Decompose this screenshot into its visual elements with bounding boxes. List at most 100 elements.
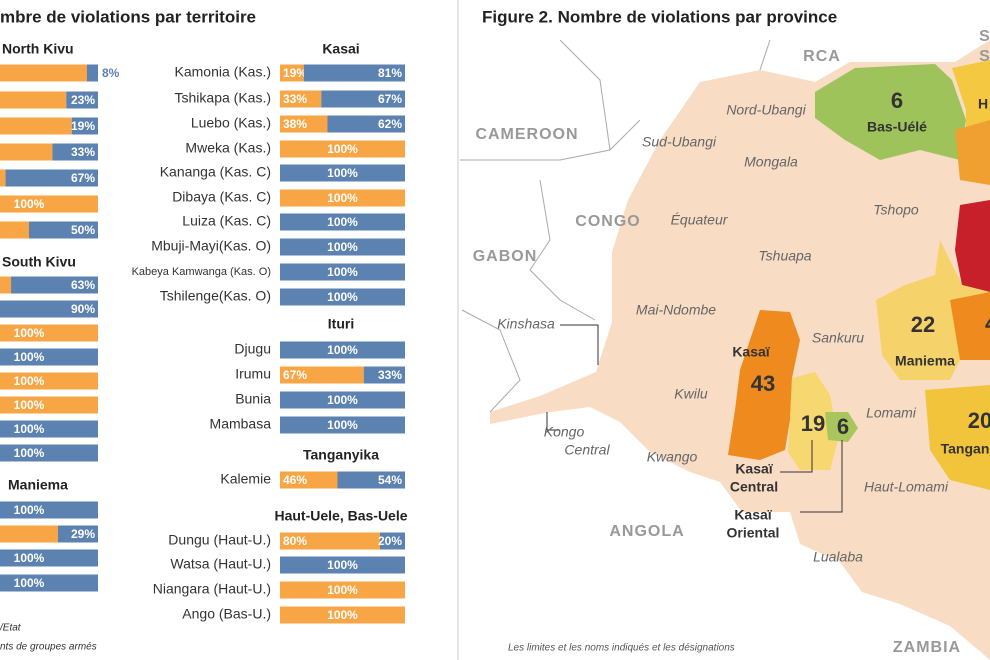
value-label: 100%: [327, 290, 358, 304]
bar-segment: [280, 341, 405, 359]
value-label: 50%: [71, 223, 95, 237]
category-label: Kabeya Kamwanga (Kas. O): [132, 266, 271, 278]
value-label: 100%: [14, 197, 45, 211]
province-value: 43: [751, 371, 775, 396]
value-label: 100%: [327, 191, 358, 205]
category-label: Ango (Bas-U.): [182, 606, 271, 622]
bar-segment: [0, 348, 98, 366]
province-label: Haut-Lomami: [864, 479, 949, 495]
value-label: 67%: [378, 92, 402, 106]
country-label: S: [979, 48, 990, 65]
bar-segment: [280, 263, 405, 281]
province-label: Kwilu: [674, 386, 708, 402]
category-label: Dungu (Haut-U.): [168, 532, 271, 548]
bar-segment: [0, 195, 98, 213]
value-label: 90%: [71, 302, 95, 316]
bar-segment: [280, 581, 405, 599]
group-title: South Kivu: [2, 254, 76, 270]
province-name: Central: [730, 479, 778, 495]
bar-segment: [0, 143, 53, 161]
map-footnote: Les limites et les noms indiqués et les …: [508, 643, 735, 654]
value-label: 100%: [327, 418, 358, 432]
legend-label: /Etat: [0, 623, 22, 634]
group-title: Tanganyika: [303, 447, 379, 463]
country-label: S: [979, 28, 990, 45]
bar-segment: [57, 525, 98, 543]
province-label: Nord-Ubangi: [726, 102, 806, 118]
map-title: Figure 2. Nombre de violations par provi…: [482, 7, 837, 26]
province-value: 19: [801, 411, 825, 436]
value-label: 100%: [327, 240, 358, 254]
province-label: Sud-Ubangi: [642, 134, 717, 150]
bar-segment: [0, 324, 98, 342]
value-label: 67%: [283, 368, 307, 382]
category-label: Mbuji-Mayi(Kas. O): [151, 238, 271, 254]
partial-label: 4: [985, 311, 990, 336]
bar-segment: [280, 213, 405, 231]
value-label: 100%: [14, 446, 45, 460]
bar-segment: [11, 276, 99, 294]
value-label: 29%: [71, 527, 95, 541]
bar-segment: [280, 238, 405, 256]
bar-segment: [0, 574, 98, 592]
bar-segment: [0, 396, 98, 414]
bar-segment: [280, 366, 364, 384]
province-label: Kinshasa: [497, 316, 555, 332]
province-name: Kasaï: [734, 507, 772, 523]
bar-segment: [0, 300, 98, 318]
value-label: 100%: [14, 576, 45, 590]
bar-segment: [280, 391, 405, 409]
category-label: Kananga (Kas. C): [160, 164, 271, 180]
bar-segment: [0, 372, 98, 390]
bar-segment: [71, 117, 98, 135]
bar-segment: [0, 91, 67, 109]
province-value: 20: [968, 408, 990, 433]
value-label: 100%: [327, 265, 358, 279]
value-label: 63%: [71, 278, 95, 292]
category-label: Bunia: [235, 391, 271, 407]
province-label: Sankuru: [812, 330, 864, 346]
category-label: Irumu: [235, 366, 271, 382]
value-label: 54%: [378, 473, 402, 487]
bar-segment: [29, 221, 98, 239]
value-label: 100%: [327, 166, 358, 180]
bar-segment: [0, 276, 12, 294]
value-label: 19%: [283, 66, 307, 80]
value-label: 33%: [378, 368, 402, 382]
bar-segment: [0, 420, 98, 438]
value-label: 62%: [378, 117, 402, 131]
bar-segment: [0, 64, 87, 82]
bar-segment: [280, 189, 405, 207]
bar-segment: [0, 221, 29, 239]
bar-segment: [280, 532, 380, 550]
province-name: Kasaï: [735, 461, 773, 477]
category-label: Djugu: [234, 341, 271, 357]
bar-segment: [280, 64, 304, 82]
bar-segment: [0, 501, 98, 519]
bar-segment: [280, 606, 405, 624]
bar-segment: [280, 140, 405, 158]
province-name: Bas-Uélé: [867, 119, 927, 135]
value-label: 20%: [378, 534, 402, 548]
category-label: Kamonia (Kas.): [175, 64, 271, 80]
bar-segment: [0, 525, 58, 543]
legend-label: nts de groupes armés: [0, 642, 97, 653]
bar-segment: [280, 115, 328, 133]
value-label: 33%: [71, 145, 95, 159]
province-label: Mongala: [744, 154, 798, 170]
bar-segment: [337, 471, 405, 489]
bar-segment: [380, 532, 405, 550]
category-label: Tshilenge(Kas. O): [160, 288, 271, 304]
partial-label: H: [978, 96, 988, 112]
category-label: Niangara (Haut-U.): [153, 581, 271, 597]
value-label: 100%: [327, 142, 358, 156]
map-background: [460, 39, 990, 660]
bar-segment: [66, 91, 98, 109]
country-label: CONGO: [575, 213, 640, 230]
province-label: Mai-Ndombe: [636, 302, 716, 318]
province-label: Central: [564, 442, 610, 458]
category-label: Kalemie: [220, 471, 271, 487]
value-label: 100%: [14, 374, 45, 388]
province-value: 22: [911, 312, 935, 337]
